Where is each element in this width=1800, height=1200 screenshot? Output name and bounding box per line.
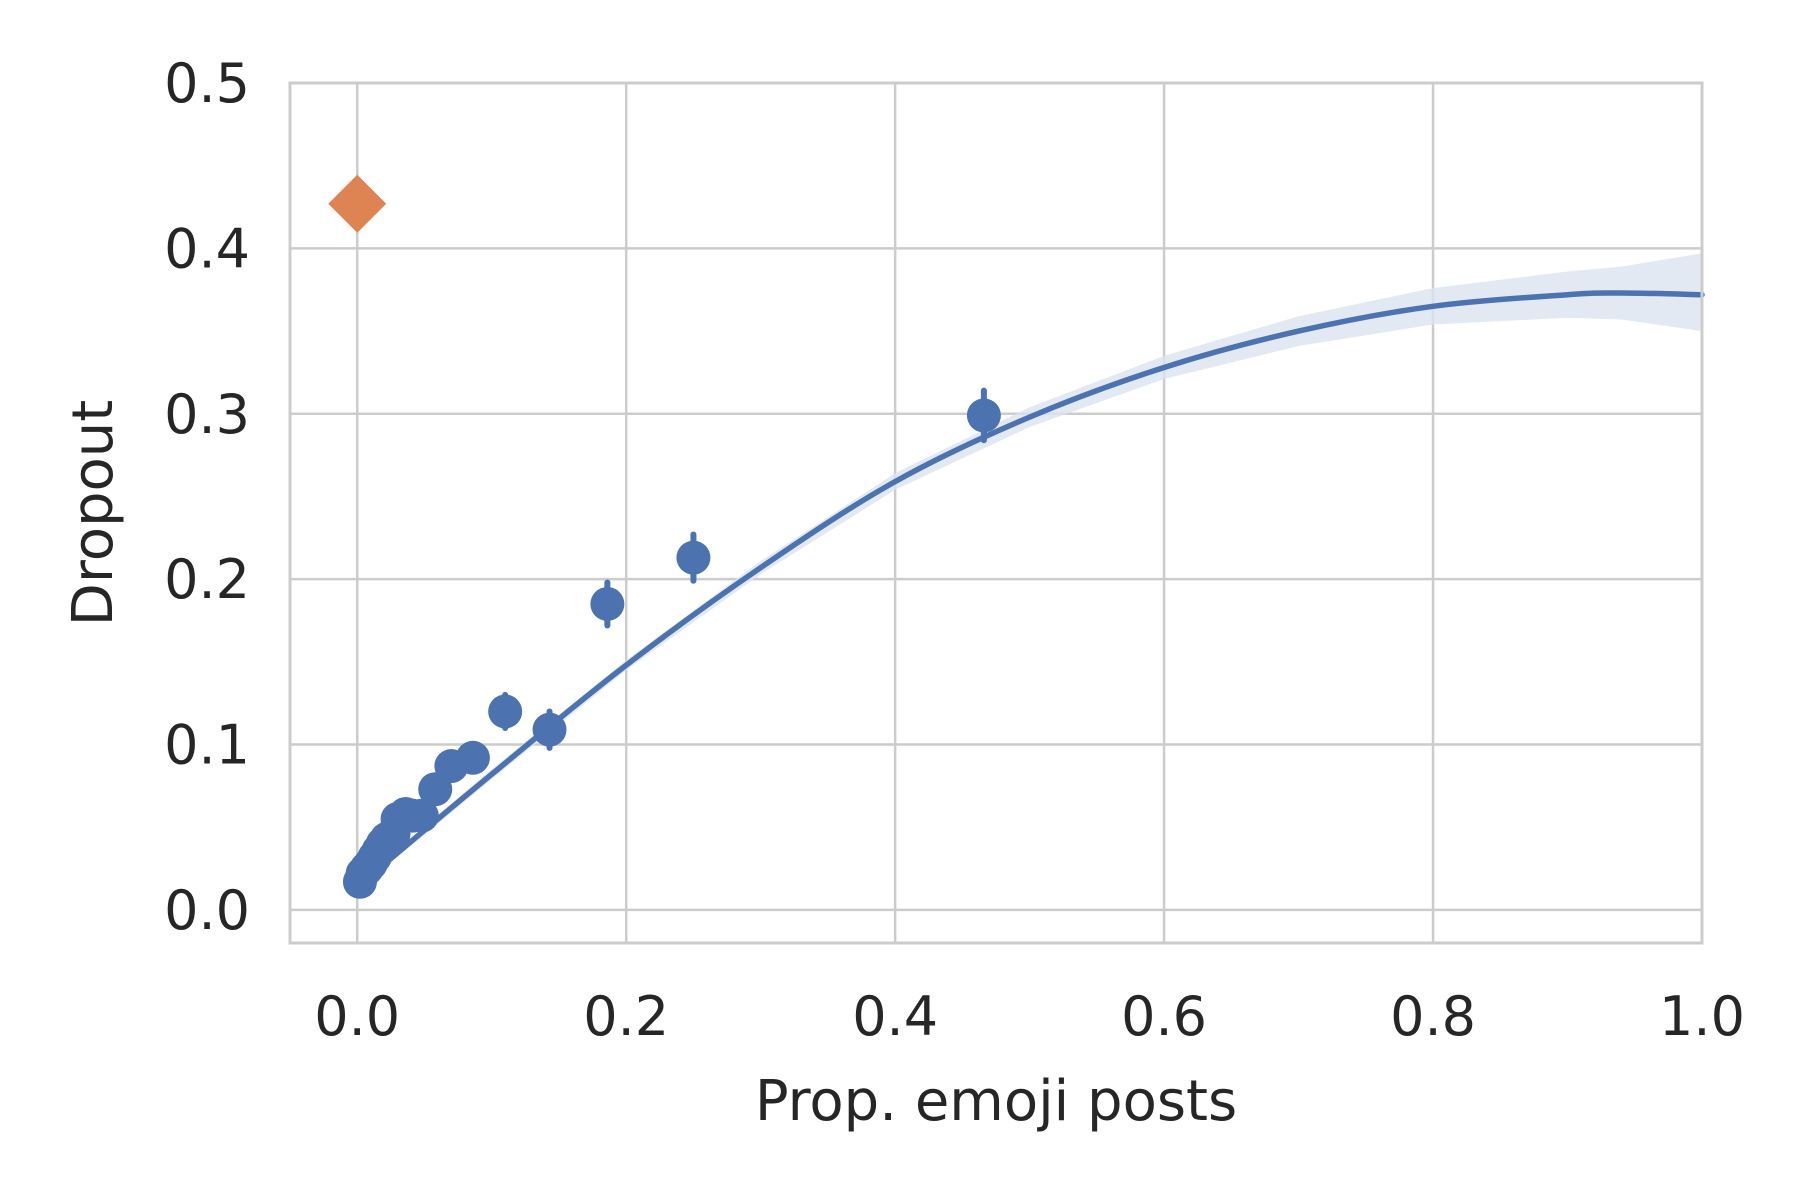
x-tick-label: 0.6 <box>1121 985 1207 1048</box>
data-point <box>532 712 567 747</box>
data-point <box>404 798 439 833</box>
error-bars <box>356 387 987 889</box>
data-point <box>455 740 490 775</box>
data-point <box>676 540 711 575</box>
x-tick-label: 0.8 <box>1390 985 1476 1048</box>
data-points <box>328 174 1001 899</box>
y-tick-label: 0.4 <box>164 217 250 280</box>
x-tick-label: 0.2 <box>583 985 669 1048</box>
y-tick-label: 0.1 <box>164 714 250 777</box>
x-tick-label: 1.0 <box>1659 985 1745 1048</box>
x-axis-label: Prop. emoji posts <box>755 1069 1237 1134</box>
data-point <box>488 694 523 729</box>
diamond-marker <box>328 174 387 233</box>
tick-labels: 0.0 0.2 0.4 0.6 0.8 1.0 0.0 0.1 0.2 0.3 0.4 0.5 <box>164 52 1745 1048</box>
grid <box>290 81 1704 943</box>
y-tick-label: 0.3 <box>164 383 250 446</box>
y-tick-label: 0.5 <box>164 52 250 115</box>
confidence-band <box>357 253 1703 891</box>
y-tick-label: 0.2 <box>164 548 250 611</box>
y-tick-label: 0.0 <box>164 879 250 942</box>
regression-line <box>354 290 1705 890</box>
plot-frame <box>288 81 1704 945</box>
data-point <box>590 586 625 621</box>
x-tick-label: 0.0 <box>314 985 400 1048</box>
x-tick-label: 0.4 <box>852 985 938 1048</box>
y-axis-label: Dropout <box>61 400 126 626</box>
confidence-band-area <box>357 253 1703 891</box>
data-point <box>966 398 1001 433</box>
regression-fit-line <box>354 290 1705 890</box>
